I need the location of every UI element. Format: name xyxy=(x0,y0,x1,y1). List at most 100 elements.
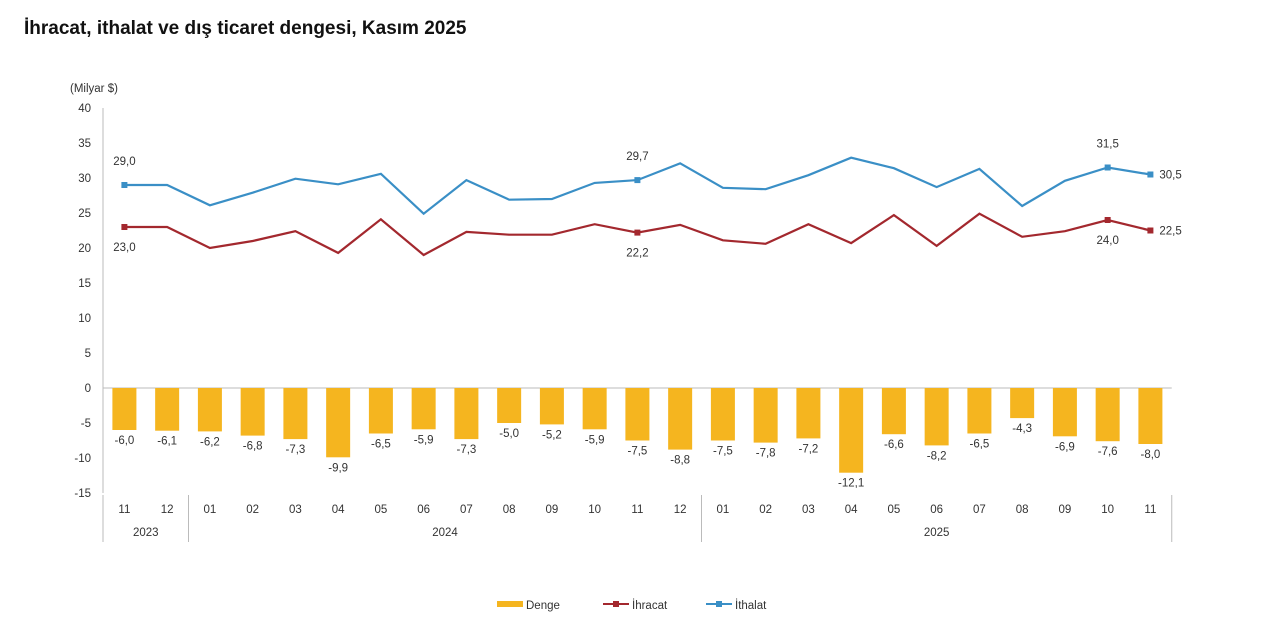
bar-denge xyxy=(668,388,693,450)
data-label: 30,5 xyxy=(1159,170,1181,182)
year-label: 2023 xyxy=(133,527,159,539)
bar-denge xyxy=(881,388,906,435)
bar-denge xyxy=(411,388,436,430)
x-tick-label: 07 xyxy=(973,504,986,516)
x-tick-label: 09 xyxy=(1059,504,1072,516)
bar-denge xyxy=(497,388,522,423)
bar-label: -7,5 xyxy=(713,446,733,458)
x-tick-label: 05 xyxy=(375,504,388,516)
bar-denge xyxy=(1138,388,1163,444)
x-tick-label: 11 xyxy=(631,504,643,516)
x-tick-label: 05 xyxy=(888,504,901,516)
data-label: 29,0 xyxy=(113,156,135,168)
bar-denge xyxy=(582,388,607,430)
bar-label: -6,5 xyxy=(371,439,391,451)
bar-label: -6,6 xyxy=(884,439,904,451)
bar-label: -7,3 xyxy=(456,444,476,456)
data-label: 24,0 xyxy=(1096,235,1118,247)
data-label: 29,7 xyxy=(626,151,648,163)
x-tick-label: 12 xyxy=(674,504,687,516)
legend-label: İhracat xyxy=(632,599,668,612)
bar-denge xyxy=(155,388,180,431)
data-label: 22,5 xyxy=(1159,226,1181,238)
y-tick-label: 35 xyxy=(78,138,91,150)
line-ithalat xyxy=(124,156,1151,216)
bar-denge xyxy=(240,388,265,436)
x-tick-label: 03 xyxy=(802,504,815,516)
legend-marker xyxy=(613,601,619,607)
bar-label: -7,3 xyxy=(285,444,305,456)
x-tick-label: 08 xyxy=(1016,504,1029,516)
bar-label: -6,8 xyxy=(243,441,263,453)
bar-label: -6,0 xyxy=(114,435,134,447)
x-tick-label: 04 xyxy=(845,504,858,516)
bar-label: -8,8 xyxy=(670,455,690,467)
year-label: 2024 xyxy=(432,527,458,539)
marker-ithalat xyxy=(634,177,641,184)
legend-marker xyxy=(716,601,722,607)
bar-label: -12,1 xyxy=(838,478,864,490)
bar-label: -5,2 xyxy=(542,429,562,441)
bar-denge xyxy=(710,388,735,441)
bar-denge xyxy=(1010,388,1035,419)
bar-denge xyxy=(924,388,949,446)
bar-label: -6,9 xyxy=(1055,441,1075,453)
bar-label: -4,3 xyxy=(1012,423,1032,435)
bar-denge xyxy=(539,388,564,425)
x-tick-label: 01 xyxy=(204,504,217,516)
legend-label: İthalat xyxy=(735,599,767,612)
x-tick-label: 06 xyxy=(417,504,430,516)
x-tick-label: 01 xyxy=(717,504,730,516)
y-tick-label: 10 xyxy=(78,313,91,325)
data-label: 22,2 xyxy=(626,248,648,260)
x-tick-label: 10 xyxy=(1101,504,1114,516)
bar-denge xyxy=(326,388,351,458)
x-tick-label: 11 xyxy=(118,504,130,516)
x-tick-label: 11 xyxy=(1144,504,1156,516)
year-label: 2025 xyxy=(924,527,950,539)
bar-denge xyxy=(197,388,222,432)
chart-title: İhracat, ithalat ve dış ticaret dengesi,… xyxy=(24,18,467,39)
data-label: 23,0 xyxy=(113,242,135,254)
legend-swatch-denge xyxy=(497,601,523,607)
bar-denge xyxy=(625,388,650,441)
bar-label: -7,5 xyxy=(627,446,647,458)
y-tick-label: 15 xyxy=(78,278,91,290)
data-label: 31,5 xyxy=(1096,139,1118,151)
x-tick-label: 02 xyxy=(246,504,259,516)
y-tick-label: -10 xyxy=(74,453,91,465)
bar-label: -9,9 xyxy=(328,462,348,474)
x-tick-label: 03 xyxy=(289,504,302,516)
bar-label: -6,2 xyxy=(200,436,220,448)
bar-denge xyxy=(368,388,393,434)
x-tick-label: 09 xyxy=(546,504,559,516)
bar-denge xyxy=(796,388,821,439)
y-tick-label: 40 xyxy=(78,103,91,115)
legend-label: Denge xyxy=(526,600,560,612)
y-tick-label: 0 xyxy=(85,383,91,395)
marker-ihracat xyxy=(1147,227,1154,234)
marker-ihracat xyxy=(1104,217,1111,223)
bar-denge xyxy=(1095,388,1120,442)
bar-label: -5,9 xyxy=(414,434,434,446)
x-tick-label: 10 xyxy=(588,504,601,516)
marker-ithalat xyxy=(1104,164,1111,171)
bar-label: -8,2 xyxy=(927,450,947,462)
bar-label: -7,6 xyxy=(1098,446,1118,458)
bar-denge xyxy=(839,388,864,473)
bar-denge xyxy=(454,388,479,440)
y-axis-label: (Milyar $) xyxy=(70,83,118,95)
y-tick-label: -5 xyxy=(81,418,91,430)
bar-label: -6,5 xyxy=(969,439,989,451)
y-tick-label: 20 xyxy=(78,243,91,255)
x-tick-label: 07 xyxy=(460,504,473,516)
bar-denge xyxy=(967,388,992,434)
bar-label: -6,1 xyxy=(157,436,177,448)
y-tick-label: 5 xyxy=(85,348,91,360)
x-tick-label: 06 xyxy=(930,504,943,516)
marker-ihracat xyxy=(634,229,641,236)
marker-ihracat xyxy=(121,224,128,230)
bar-label: -7,8 xyxy=(756,448,776,460)
y-tick-label: 30 xyxy=(78,173,91,185)
